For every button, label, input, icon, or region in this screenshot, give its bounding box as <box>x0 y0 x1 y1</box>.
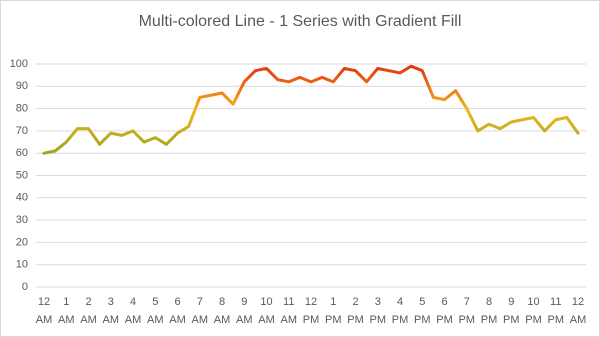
x-tick-label: 8 AM <box>214 296 231 326</box>
y-tick-label: 70 <box>16 125 28 137</box>
x-tick-label: 12 AM <box>570 296 587 326</box>
y-tick-label: 10 <box>16 259 28 271</box>
x-tick-label: 6 PM <box>436 296 453 326</box>
y-tick-label: 0 <box>22 281 28 293</box>
x-tick-label: 12 PM <box>303 296 320 326</box>
data-line <box>42 64 580 155</box>
x-tick-label: 4 PM <box>392 296 409 326</box>
x-tick-label: 2 PM <box>347 296 364 326</box>
x-tick-label: 2 AM <box>80 296 97 326</box>
x-tick-label: 1 PM <box>325 296 342 326</box>
x-tick-label: 10 PM <box>525 296 542 326</box>
x-tick-label: 11 AM <box>281 296 298 326</box>
x-tick-label: 5 AM <box>147 296 164 326</box>
y-tick-label: 80 <box>16 103 28 115</box>
x-tick-label: 7 PM <box>459 296 476 326</box>
x-tick-label: 3 PM <box>370 296 387 326</box>
x-tick-label: 12 AM <box>36 296 53 326</box>
x-tick-label: 9 PM <box>503 296 520 326</box>
y-tick-label: 40 <box>16 192 28 204</box>
x-tick-label: 3 AM <box>103 296 120 326</box>
y-tick-label: 30 <box>16 214 28 226</box>
x-tick-label: 10 AM <box>258 296 275 326</box>
x-tick-label: 1 AM <box>58 296 75 326</box>
y-tick-label: 60 <box>16 147 28 159</box>
y-tick-label: 100 <box>10 58 28 70</box>
x-tick-label: 6 AM <box>169 296 186 326</box>
y-tick-label: 20 <box>16 236 28 248</box>
x-tick-label: 7 AM <box>192 296 209 326</box>
x-tick-label: 11 PM <box>548 296 565 326</box>
x-tick-label: 9 AM <box>236 296 253 326</box>
x-tick-label: 4 AM <box>125 296 142 326</box>
x-tick-label: 5 PM <box>414 296 431 326</box>
chart-title: Multi-colored Line - 1 Series with Gradi… <box>139 13 462 30</box>
y-tick-label: 90 <box>16 80 28 92</box>
y-tick-label: 50 <box>16 169 28 181</box>
x-tick-label: 8 PM <box>481 296 498 326</box>
